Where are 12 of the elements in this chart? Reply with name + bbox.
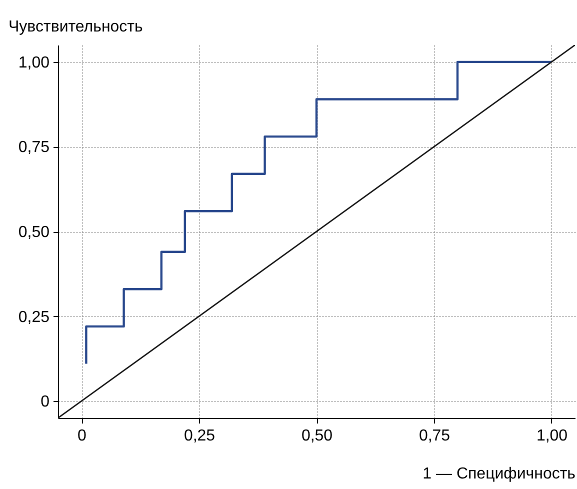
y-tick-label: 0,75 [18,139,50,156]
x-tick-label: 1,00 [536,428,568,444]
y-tick-label: 0,25 [18,308,50,326]
x-tick-label: 0 [78,428,87,444]
y-axis-title: Чувствительность [8,18,143,36]
x-axis-title: 1 — Специфичность [422,466,576,482]
x-tick-label: 0,25 [184,428,216,444]
y-tick-label: 1,00 [18,54,50,72]
y-tick-label: 0,50 [18,224,50,241]
x-tick-label: 0,75 [418,428,450,444]
x-tick-label: 0,50 [301,428,333,444]
y-tick-label: 0 [40,394,50,411]
